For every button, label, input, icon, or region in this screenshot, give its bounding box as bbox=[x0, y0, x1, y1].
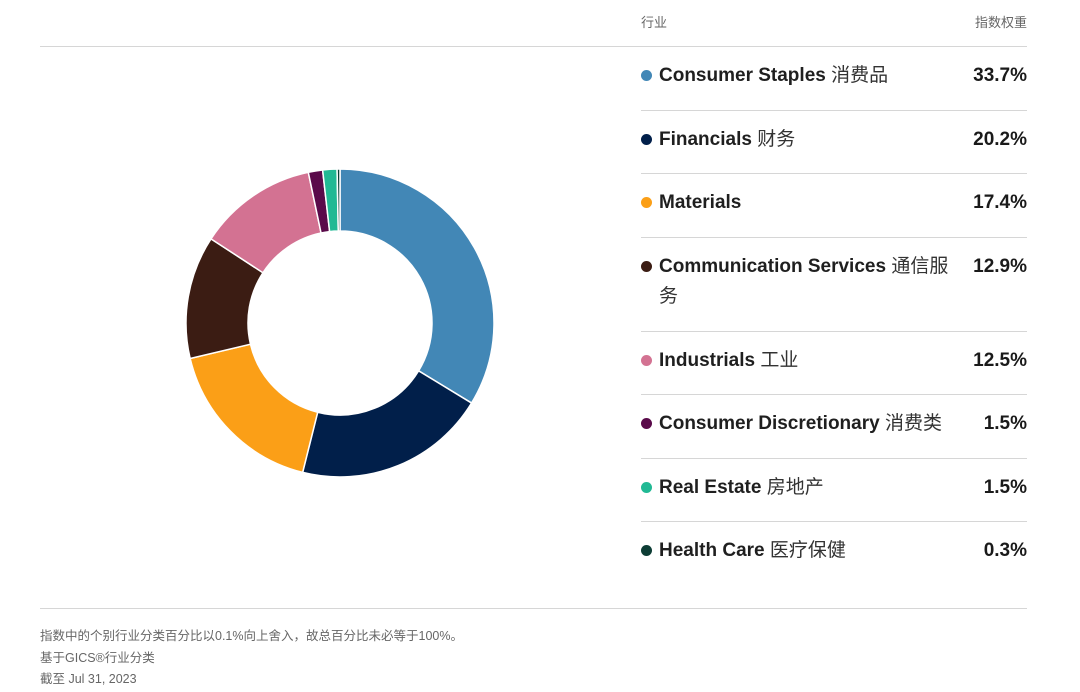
sector-weight: 1.5% bbox=[983, 413, 1027, 434]
sector-name: Consumer Staples bbox=[659, 65, 826, 86]
table-row[interactable]: Communication Services 通信服务 12.9% bbox=[641, 238, 1027, 332]
legend-dot-icon bbox=[641, 545, 652, 556]
legend-dot-icon bbox=[641, 418, 652, 429]
legend-dot-icon bbox=[641, 70, 652, 81]
sector-weight: 12.5% bbox=[973, 349, 1027, 371]
sector-name: Real Estate bbox=[659, 476, 762, 498]
sector-name: Materials bbox=[659, 192, 742, 213]
sector-weight: 33.7% bbox=[973, 65, 1027, 86]
row-label: Health Care 医疗保健 bbox=[641, 536, 961, 566]
footer-divider bbox=[40, 608, 1027, 609]
sector-name-cn: 医疗保健 bbox=[769, 540, 846, 561]
sector-table: Consumer Staples 消费品 33.7% Financials 财务… bbox=[641, 47, 1027, 586]
sector-weight: 0.3% bbox=[983, 540, 1027, 561]
legend-dot-icon bbox=[641, 197, 652, 208]
table-row[interactable]: Materials 17.4% bbox=[641, 174, 1027, 238]
table-row[interactable]: Consumer Discretionary 消费类 1.5% bbox=[641, 395, 1027, 459]
sector-weight: 20.2% bbox=[973, 128, 1027, 150]
table-row[interactable]: Financials 财务 20.2% bbox=[641, 111, 1027, 174]
row-label: Consumer Staples 消费品 bbox=[641, 61, 961, 91]
sector-name: Industrials bbox=[659, 349, 756, 371]
sector-name-cn: 消费类 bbox=[884, 413, 942, 434]
row-label: Industrials 工业 bbox=[641, 346, 961, 376]
donut-slice[interactable] bbox=[339, 168, 495, 405]
footnotes: 指数中的个别行业分类百分比以0.1%向上舍入，故总百分比未必等于100%。 基于… bbox=[40, 626, 463, 691]
header-divider bbox=[40, 46, 1027, 47]
table-row[interactable]: Health Care 医疗保健 0.3% bbox=[641, 522, 1027, 586]
legend-dot-icon bbox=[641, 354, 652, 366]
donut-chart bbox=[180, 163, 500, 483]
row-label: Communication Services 通信服务 bbox=[641, 252, 961, 312]
row-label: Financials 财务 bbox=[641, 125, 961, 155]
sector-name: Consumer Discretionary bbox=[659, 413, 880, 434]
sector-weight: 1.5% bbox=[983, 476, 1027, 498]
legend-dot-icon bbox=[641, 133, 652, 145]
classification-note: 基于GICS®行业分类 bbox=[40, 650, 155, 665]
table-row[interactable]: Real Estate 房地产 1.5% bbox=[641, 459, 1027, 522]
sector-name: Financials bbox=[659, 128, 752, 150]
as-of-date: 截至 Jul 31, 2023 bbox=[40, 672, 137, 686]
sector-name-cn: 消费品 bbox=[831, 65, 889, 86]
donut-slice[interactable] bbox=[336, 168, 341, 232]
sector-weight: 12.9% bbox=[973, 255, 1027, 277]
sector-name: Communication Services bbox=[659, 255, 887, 277]
donut-chart-svg bbox=[185, 168, 495, 478]
legend-dot-icon bbox=[641, 260, 652, 272]
column-header-industry: 行业 bbox=[641, 15, 668, 30]
sector-name-cn: 房地产 bbox=[766, 476, 824, 498]
sector-name-cn: 工业 bbox=[760, 349, 799, 371]
column-header-weight: 指数权重 bbox=[974, 15, 1027, 30]
sector-name-cn: 财务 bbox=[757, 128, 796, 150]
legend-dot-icon bbox=[641, 481, 652, 493]
row-label: Real Estate 房地产 bbox=[641, 473, 961, 503]
sector-weight: 17.4% bbox=[973, 192, 1027, 213]
table-row[interactable]: Consumer Staples 消费品 33.7% bbox=[641, 47, 1027, 111]
table-row[interactable]: Industrials 工业 12.5% bbox=[641, 332, 1027, 395]
rounding-note: 指数中的个别行业分类百分比以0.1%向上舍入，故总百分比未必等于100%。 bbox=[40, 629, 463, 643]
donut-slice[interactable] bbox=[189, 343, 319, 474]
row-label: Consumer Discretionary 消费类 bbox=[641, 409, 961, 439]
sector-name: Health Care bbox=[659, 540, 765, 561]
row-label: Materials bbox=[641, 188, 961, 218]
sector-name-cn: 通信服务 bbox=[659, 255, 949, 307]
